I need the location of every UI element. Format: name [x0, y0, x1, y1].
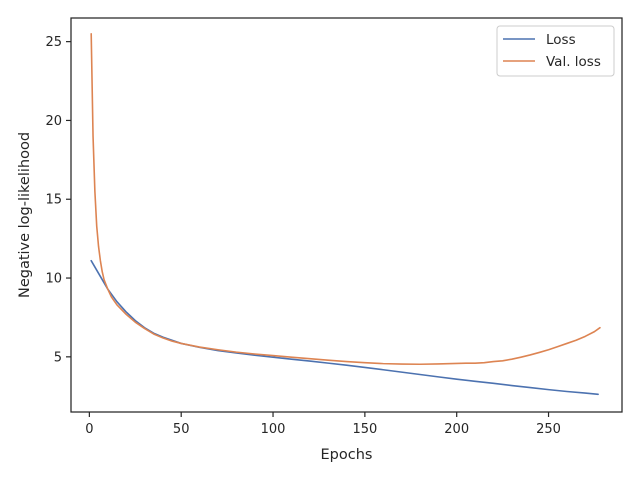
x-tick-label: 0 — [85, 422, 93, 437]
y-tick-label: 25 — [45, 35, 62, 50]
series-line-val-loss — [90, 32, 601, 366]
x-tick-label: 150 — [352, 422, 377, 437]
legend: Loss Val. loss — [496, 25, 615, 77]
x-tick-label: 100 — [261, 422, 286, 437]
legend-label-val-loss: Val. loss — [546, 54, 601, 70]
x-tick-label: 50 — [173, 422, 190, 437]
plot-frame — [70, 17, 623, 413]
x-tick-label: 250 — [536, 422, 561, 437]
y-tick-label: 5 — [54, 350, 62, 365]
y-axis-label: Negative log-likelihood — [17, 132, 33, 298]
legend-label-loss: Loss — [546, 32, 576, 48]
x-axis-label: Epochs — [321, 447, 373, 463]
y-tick-label: 10 — [45, 272, 62, 287]
y-ticks: 5 10 15 20 25 — [45, 35, 71, 365]
y-tick-label: 15 — [45, 193, 62, 208]
x-tick-label: 200 — [444, 422, 469, 437]
x-ticks: 0 50 100 150 200 250 — [85, 412, 561, 437]
series-lines — [90, 32, 601, 396]
y-tick-label: 20 — [45, 114, 62, 129]
series-line-loss — [90, 259, 599, 396]
